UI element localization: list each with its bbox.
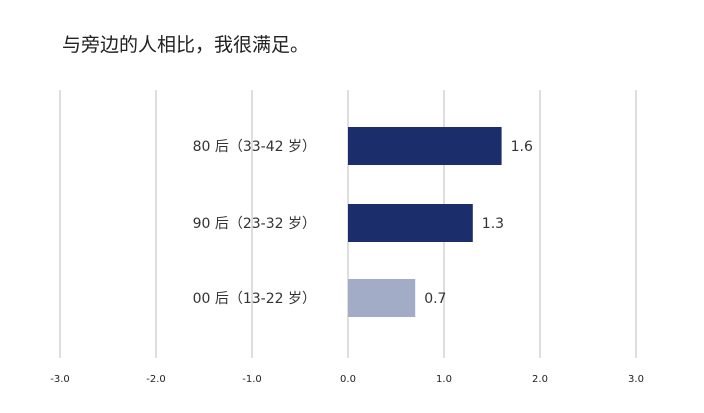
labels: 80 后（33-42 岁） 1.6 90 后（23-32 岁） 1.3 00 后（13-… xyxy=(193,139,533,307)
category-label: 90 后（23-32 岁） xyxy=(193,216,316,232)
x-axis-ticks: -3.0 -2.0 -1.0 0.0 1.0 2.0 3.0 xyxy=(50,374,644,385)
category-label: 80 后（33-42 岁） xyxy=(193,139,316,155)
value-label: 1.3 xyxy=(482,216,504,232)
x-tick-label: 3.0 xyxy=(628,374,644,385)
value-label: 0.7 xyxy=(424,291,446,307)
bar xyxy=(348,127,502,165)
chart-title: 与旁边的人相比，我很满足。 xyxy=(62,34,310,56)
value-label: 1.6 xyxy=(511,139,533,155)
x-tick-label: -1.0 xyxy=(242,374,262,385)
bar xyxy=(348,279,416,317)
x-tick-label: 0.0 xyxy=(340,374,356,385)
category-label: 00 后（13-22 岁） xyxy=(193,291,316,307)
x-tick-label: -3.0 xyxy=(50,374,70,385)
bar xyxy=(348,204,473,242)
x-tick-label: 2.0 xyxy=(532,374,548,385)
bars xyxy=(348,127,502,317)
x-tick-label: -2.0 xyxy=(146,374,166,385)
x-tick-label: 1.0 xyxy=(436,374,452,385)
